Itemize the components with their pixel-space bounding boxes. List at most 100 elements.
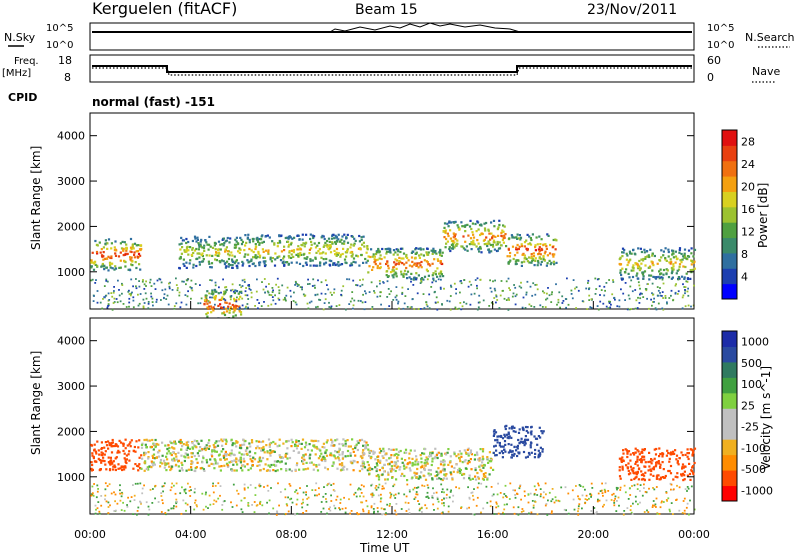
velocity-cell <box>154 445 157 449</box>
power-cell <box>426 270 429 273</box>
power-cell <box>346 249 349 252</box>
velocity-cell <box>404 459 407 462</box>
velocity-cell <box>322 455 325 458</box>
power-cell <box>511 295 514 298</box>
power-cell <box>243 281 246 283</box>
velocity-cell <box>621 465 624 468</box>
power-cell <box>278 234 281 237</box>
power-cell <box>397 248 400 251</box>
power-cell <box>636 266 640 269</box>
power-cell <box>107 255 110 258</box>
power-cell <box>551 246 554 249</box>
power-cell <box>119 259 122 262</box>
velocity-cell <box>334 450 337 453</box>
velocity-cell <box>170 441 173 445</box>
power-cell <box>167 303 170 306</box>
power-cell <box>331 294 333 296</box>
velocity-cell <box>320 458 323 461</box>
power-cell <box>492 280 494 283</box>
power-cell <box>205 298 208 302</box>
velocity-cell <box>302 512 304 514</box>
power-cell <box>636 272 639 275</box>
velocity-cell <box>681 467 684 470</box>
power-cell <box>210 266 213 269</box>
velocity-cell <box>514 496 517 499</box>
power-cell <box>203 299 207 302</box>
velocity-cell <box>108 461 111 464</box>
power-cell <box>119 242 122 245</box>
velocity-cell <box>623 510 626 512</box>
power-cell <box>646 255 649 258</box>
power-cell <box>453 246 456 249</box>
velocity-cell <box>621 468 624 471</box>
power-cell <box>515 236 518 239</box>
power-cell <box>660 249 663 252</box>
velocity-cell <box>187 482 189 485</box>
velocity-cell <box>171 465 174 468</box>
power-cell <box>572 279 575 281</box>
power-cell <box>467 285 470 288</box>
velocity-cell <box>360 501 362 504</box>
power-cell <box>447 234 450 238</box>
power-cell <box>113 268 116 271</box>
velocity-cell <box>681 465 684 468</box>
power-cell <box>95 279 97 281</box>
power-cell <box>231 263 234 267</box>
power-cell <box>310 247 313 250</box>
velocity-cell <box>511 450 514 453</box>
power-cell <box>488 305 491 307</box>
velocity-cell <box>409 469 412 472</box>
velocity-cell <box>631 469 634 472</box>
power-cell <box>397 300 400 303</box>
velocity-cell <box>417 477 420 480</box>
velocity-cell <box>661 476 664 479</box>
velocity-cell <box>207 447 210 450</box>
power-cell <box>139 293 142 295</box>
power-cell <box>247 261 250 264</box>
velocity-cell <box>616 487 619 489</box>
power-cell <box>330 305 333 308</box>
power-cell <box>198 252 201 255</box>
velocity-cell <box>100 495 103 497</box>
velocity-cell <box>593 507 596 509</box>
power-cell <box>421 278 424 280</box>
velocity-cell <box>235 504 238 507</box>
power-cell <box>693 260 696 263</box>
velocity-cell <box>259 502 261 504</box>
power-cell <box>290 261 293 264</box>
power-cell <box>220 306 223 309</box>
velocity-cell <box>225 458 228 461</box>
power-cell <box>657 275 660 278</box>
power-cell <box>679 259 682 262</box>
power-cell <box>197 302 200 305</box>
velocity-cell <box>669 453 672 456</box>
power-cell <box>434 290 436 293</box>
power-cell <box>308 283 311 285</box>
velocity-cell <box>496 493 499 496</box>
power-cell <box>278 289 281 292</box>
power-cell <box>635 274 638 277</box>
velocity-cell <box>474 467 477 470</box>
velocity-cell <box>691 449 694 452</box>
velocity-cell <box>501 456 504 459</box>
power-cell <box>199 302 202 305</box>
power-cell <box>466 223 469 226</box>
power-cell <box>436 267 439 270</box>
power-cell <box>525 257 528 261</box>
power-cell <box>323 237 326 241</box>
velocity-cell <box>175 498 178 501</box>
velocity-cell <box>645 491 648 494</box>
velocity-cell <box>424 463 427 466</box>
power-cell <box>630 308 632 310</box>
power-cell <box>123 241 126 244</box>
velocity-cell <box>389 491 392 494</box>
velocity-cell <box>90 493 93 496</box>
velocity-cell <box>502 445 505 448</box>
velocity-cell <box>553 501 556 504</box>
velocity-cell <box>105 500 108 503</box>
power-cell <box>133 251 136 254</box>
power-cell <box>116 301 119 304</box>
power-cell <box>258 238 261 241</box>
power-cell <box>653 301 655 303</box>
power-cell <box>464 248 467 251</box>
